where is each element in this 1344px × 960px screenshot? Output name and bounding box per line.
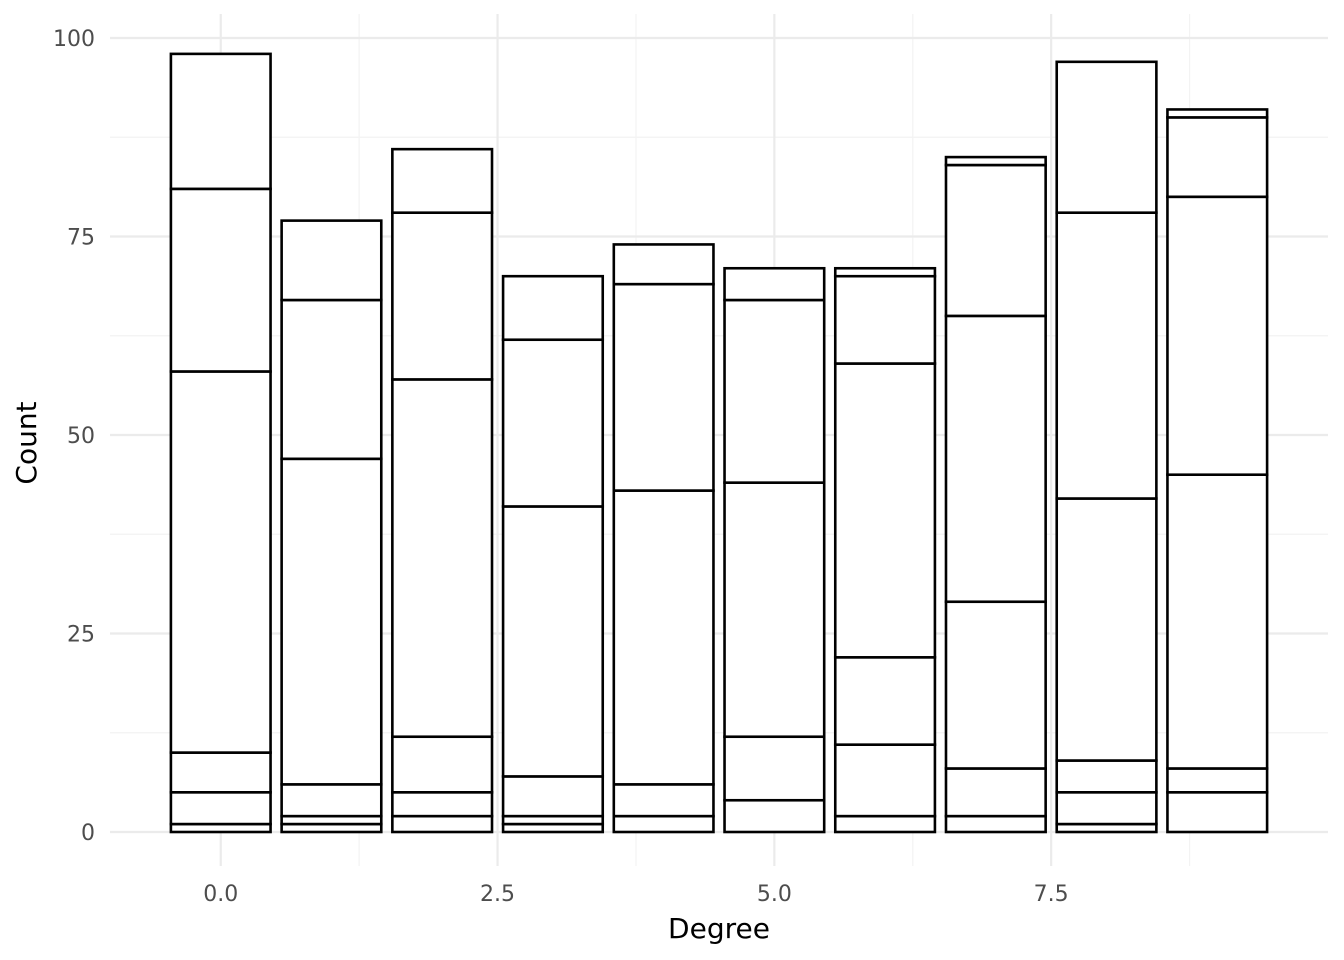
y-tick-label: 50 xyxy=(67,424,95,449)
bar-segment xyxy=(612,814,715,834)
bar-segment xyxy=(501,338,605,508)
bar-segment xyxy=(1166,473,1269,770)
bar-segment xyxy=(391,378,494,739)
bar-segment xyxy=(169,751,272,794)
bar-stack xyxy=(280,219,383,834)
bar-segment xyxy=(1166,195,1269,476)
y-axis-tick-labels: 0 25 50 75 100 xyxy=(53,27,95,846)
x-tick-label: 0.0 xyxy=(203,882,238,907)
bar-segment xyxy=(612,282,715,492)
bar-segment xyxy=(169,52,272,191)
bar-segment xyxy=(169,790,272,826)
bar-segment xyxy=(723,266,826,302)
bar-segment xyxy=(1055,790,1158,826)
bar-segment xyxy=(391,211,494,381)
y-tick-label: 100 xyxy=(53,27,95,52)
x-tick-label: 2.5 xyxy=(480,882,515,907)
bar-segment xyxy=(723,798,826,834)
x-tick-label: 5.0 xyxy=(757,882,792,907)
bar-segment xyxy=(944,314,1047,604)
bar-segment xyxy=(391,814,494,834)
bar-segment xyxy=(723,735,826,802)
bar-stack xyxy=(1055,60,1158,834)
bar-segment xyxy=(833,362,937,659)
bar-segment xyxy=(1055,60,1158,214)
bar-segment xyxy=(833,814,937,834)
bar-segment xyxy=(169,187,272,373)
bar-segment xyxy=(391,147,494,214)
bar-segment xyxy=(833,274,937,365)
bar-segment xyxy=(833,743,937,818)
bar-stack xyxy=(612,243,715,834)
bar-stack xyxy=(723,266,826,834)
bar-segment xyxy=(280,298,383,461)
bar-segment xyxy=(501,274,605,342)
x-axis-title: Degree xyxy=(668,912,770,945)
bar-segment xyxy=(169,370,272,754)
x-axis-tick-labels: 0.0 2.5 5.0 7.5 xyxy=(203,882,1068,907)
bar-stack xyxy=(944,155,1047,834)
bar-segment xyxy=(280,219,383,302)
bar-segment xyxy=(280,783,383,818)
bar-segment xyxy=(944,600,1047,770)
bar-segment xyxy=(833,266,937,278)
bars xyxy=(169,52,1269,834)
bar-segment xyxy=(944,155,1047,167)
bar-segment xyxy=(1055,211,1158,500)
bar-segment xyxy=(612,489,715,786)
bar-segment xyxy=(1166,767,1269,794)
bar-segment xyxy=(1055,759,1158,794)
bar-stack xyxy=(1166,108,1269,834)
bar-segment xyxy=(723,298,826,484)
bar-segment xyxy=(501,505,605,778)
y-tick-label: 0 xyxy=(81,821,95,846)
bar-segment xyxy=(280,457,383,786)
bar-stack xyxy=(169,52,272,834)
bar-segment xyxy=(1055,497,1158,762)
bar-segment xyxy=(1166,116,1269,199)
bar-segment xyxy=(723,481,826,739)
bar-segment xyxy=(612,783,715,818)
y-tick-label: 25 xyxy=(67,623,95,648)
bar-segment xyxy=(1166,790,1269,834)
bar-segment xyxy=(944,163,1047,318)
x-tick-label: 7.5 xyxy=(1034,882,1069,907)
bar-segment xyxy=(944,814,1047,834)
bar-stack xyxy=(501,274,605,834)
bar-stack xyxy=(391,147,494,834)
bar-segment xyxy=(944,767,1047,818)
bar-segment xyxy=(501,775,605,818)
bar-segment xyxy=(391,790,494,818)
bar-segment xyxy=(612,243,715,286)
bar-segment xyxy=(1166,108,1269,119)
y-tick-label: 75 xyxy=(67,226,95,251)
bar-segment xyxy=(833,656,937,746)
bar-stack xyxy=(833,266,937,834)
y-axis-title: Count xyxy=(10,401,43,484)
bar-segment xyxy=(391,735,494,794)
